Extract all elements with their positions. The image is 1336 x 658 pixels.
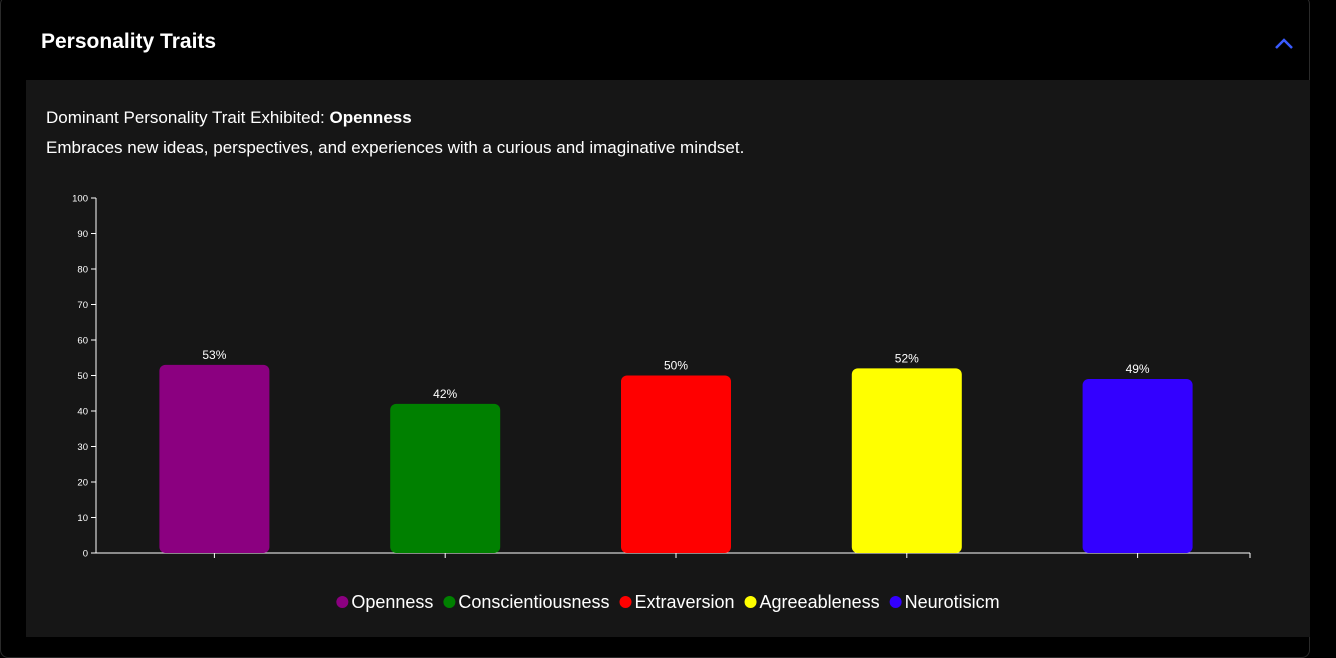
collapse-toggle[interactable] bbox=[1273, 36, 1295, 52]
y-tick-label: 80 bbox=[77, 265, 88, 276]
value-label: 52% bbox=[895, 351, 919, 365]
y-tick-label: 90 bbox=[77, 229, 88, 240]
y-tick-label: 100 bbox=[72, 194, 88, 205]
y-tick-label: 20 bbox=[77, 478, 88, 489]
value-label: 49% bbox=[1126, 362, 1150, 376]
y-tick-label: 10 bbox=[77, 513, 88, 524]
y-tick-label: 40 bbox=[77, 407, 88, 418]
legend-label: Neurotisicm bbox=[905, 592, 1000, 612]
bar bbox=[851, 368, 962, 553]
legend-label: Extraversion bbox=[634, 592, 734, 612]
legend-swatch bbox=[744, 596, 757, 608]
y-tick-label: 30 bbox=[77, 442, 88, 453]
bar bbox=[621, 375, 731, 553]
legend-label: Conscientiousness bbox=[458, 592, 609, 612]
legend: Openness Conscientiousness Extraversion Agr… bbox=[336, 592, 1000, 612]
legend-label: Openness bbox=[351, 592, 433, 612]
value-label: 42% bbox=[433, 387, 457, 401]
y-tick-label: 70 bbox=[77, 300, 88, 311]
bar bbox=[159, 364, 270, 553]
dominant-line: Dominant Personality Trait Exhibited: Op… bbox=[46, 108, 412, 128]
y-tick-label: 60 bbox=[77, 336, 88, 347]
dominant-trait: Openness bbox=[329, 108, 412, 127]
description: Embraces new ideas, perspectives, and ex… bbox=[46, 138, 745, 157]
value-label: 50% bbox=[664, 359, 688, 373]
legend-swatch bbox=[619, 596, 632, 608]
legend-swatch bbox=[336, 596, 349, 608]
y-tick-label: 0 bbox=[83, 549, 88, 560]
chart: 0 10 20 30 40 50 60 70 80 90 100 53% 42% 50% 52% 49% Ope… bbox=[72, 194, 1251, 612]
legend-swatch bbox=[443, 596, 456, 608]
legend-swatch bbox=[889, 596, 902, 608]
legend-label: Agreeableness bbox=[760, 592, 880, 612]
bar bbox=[390, 403, 501, 553]
section-title: Personality Traits bbox=[41, 30, 217, 53]
y-tick-label: 50 bbox=[77, 371, 88, 382]
value-label: 53% bbox=[202, 348, 226, 362]
dominant-label: Dominant Personality Trait Exhibited: bbox=[46, 108, 325, 127]
bar bbox=[1082, 379, 1193, 553]
